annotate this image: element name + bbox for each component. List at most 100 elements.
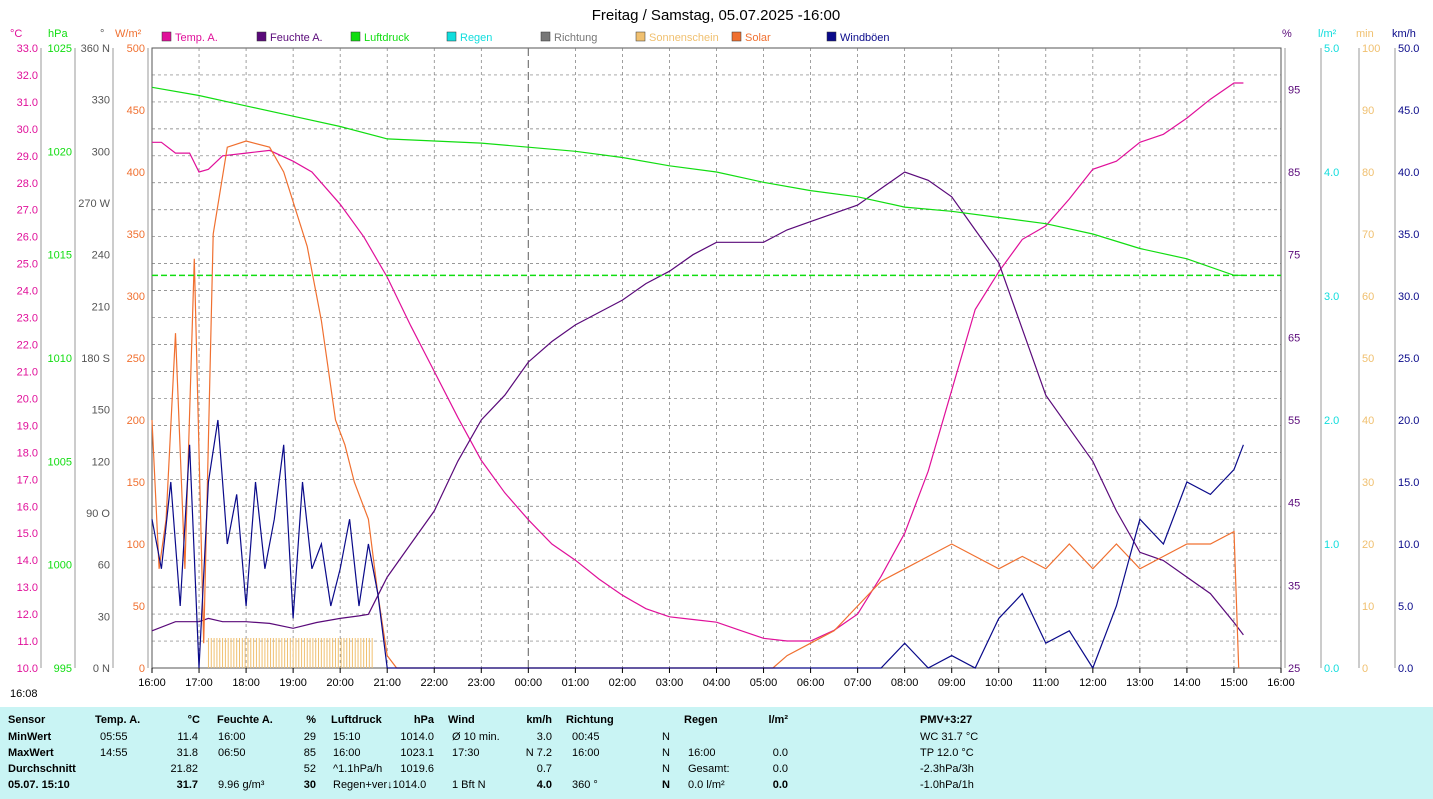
x-tick-label: 18:00 [232, 677, 260, 689]
humidity-tick-label: 75 [1288, 250, 1300, 262]
legend-label: Richtung [554, 32, 597, 44]
series-layer [151, 82, 1281, 670]
wind-tick-label: 30.0 [1398, 291, 1419, 303]
humidity-tick-label: 55 [1288, 415, 1300, 427]
x-tick-label: 07:00 [844, 677, 872, 689]
humidity-line [151, 171, 1244, 636]
wind-value: N 7.2 [525, 747, 552, 759]
wind-tick-label: 50.0 [1398, 43, 1419, 55]
solar-tick-label: 250 [127, 353, 145, 365]
x-tick-label: 08:00 [891, 677, 919, 689]
sunshine-tick-label: 10 [1362, 601, 1374, 613]
solar-tick-label: 300 [127, 291, 145, 303]
solar-tick-label: 50 [133, 601, 145, 613]
temp-tick-label: 30.0 [17, 124, 38, 136]
legend-swatch [350, 31, 361, 42]
temp-tick-label: 14.0 [17, 555, 38, 567]
temp-value: 21.82 [170, 763, 198, 775]
temp-tick-label: 10.0 [17, 663, 38, 675]
x-tick-label: 22:00 [420, 677, 448, 689]
humidity-tick-label: 25 [1288, 663, 1300, 675]
table-header: km/h [526, 714, 552, 726]
temp-tick-label: 17.0 [17, 474, 38, 486]
pressure-tick-label: 1015 [48, 250, 72, 262]
temp-tick-label: 33.0 [17, 43, 38, 55]
x-tick-label: 10:00 [985, 677, 1013, 689]
extra-line: TP 12.0 °C [920, 747, 974, 759]
x-tick-label: 17:00 [185, 677, 213, 689]
rain-tick-label: 5.0 [1324, 43, 1339, 55]
temp-tick-label: 28.0 [17, 178, 38, 190]
temp-tick-label: 29.0 [17, 151, 38, 163]
weather-chart: Freitag / Samstag, 05.07.2025 -16:00 Tem… [10, 7, 1419, 700]
table-header: Richtung [566, 714, 614, 726]
temp-line [152, 82, 1244, 642]
pressure-unit-label: hPa [48, 28, 68, 40]
pressure-tick-label: 995 [54, 663, 72, 675]
legend-label: Luftdruck [364, 32, 410, 44]
direction-tick-label: 150 [92, 405, 110, 417]
legend-swatch [635, 31, 646, 42]
temp-time: 14:55 [100, 747, 128, 759]
rain-tick-label: 2.0 [1324, 415, 1339, 427]
temp-tick-label: 11.0 [17, 636, 38, 648]
temp-value: 31.7 [176, 779, 198, 791]
x-tick-label: 11:00 [1032, 677, 1059, 689]
x-tick-label: 12:00 [1079, 677, 1107, 689]
legend: Temp. A. Feuchte A. Luftdruck Regen Richtung… [161, 31, 890, 44]
table-header: Wind [448, 714, 475, 726]
x-tick-label: 00:00 [515, 677, 543, 689]
table-header: % [306, 714, 316, 726]
direction-tick-label: 120 [92, 456, 110, 468]
temp-tick-label: 27.0 [17, 205, 38, 217]
direction-tick-label: 210 [92, 301, 110, 313]
humidity-time: 06:50 [218, 747, 246, 759]
x-tick-label: 19:00 [279, 677, 307, 689]
sunshine-tick-label: 30 [1362, 477, 1374, 489]
pmv-title: PMV+3:27 [920, 714, 973, 726]
sunshine-tick-label: 20 [1362, 539, 1374, 551]
legend-swatch [256, 31, 267, 42]
rain-value: 0.0 [772, 779, 788, 791]
axis-unit-labels: °C hPa ° W/m²% l/m² min km/h [10, 28, 1416, 40]
humidity-tick-label: 65 [1288, 332, 1300, 344]
sunshine-tick-label: 80 [1362, 167, 1374, 179]
wind-tick-label: 5.0 [1398, 601, 1413, 613]
temp-tick-label: 23.0 [17, 313, 38, 325]
pressure-tick-label: 1020 [48, 146, 72, 158]
solar-tick-label: 150 [127, 477, 145, 489]
sunshine-tick-label: 90 [1362, 105, 1374, 117]
solar-tick-label: 0 [139, 663, 145, 675]
direction-tick-label: 90 O [86, 508, 110, 520]
table-header: Luftdruck [331, 714, 382, 726]
direction-tick-label: 360 N [81, 43, 110, 55]
humidity-value: 30 [303, 779, 316, 791]
temp-time: 05:55 [100, 731, 128, 743]
x-tick-label: 06:00 [797, 677, 825, 689]
wind-tick-label: 20.0 [1398, 415, 1419, 427]
wind-tick-label: 40.0 [1398, 167, 1419, 179]
direction-tick-label: 300 [92, 146, 110, 158]
direction-tick-label: 180 S [81, 353, 110, 365]
humidity-tick-label: 95 [1288, 84, 1300, 96]
wind-label: 1 Bft N [452, 779, 486, 791]
sunshine-tick-label: 0 [1362, 663, 1368, 675]
direction-time: 360 ° [572, 779, 598, 791]
wind-tick-label: 15.0 [1398, 477, 1419, 489]
extra-line: WC 31.7 °C [920, 731, 979, 743]
x-tick-label: 05:00 [750, 677, 778, 689]
table-header: °C [187, 714, 200, 726]
direction-tick-label: 240 [92, 250, 110, 262]
wind-value: 3.0 [536, 731, 552, 743]
temp-tick-label: 32.0 [17, 70, 38, 82]
pressure-time: 15:10 [333, 731, 361, 743]
x-axis-ticks: 16:00 17:00 18:00 19:00 20:00 21:00 22:00 23:00… [138, 668, 1295, 689]
humidity-tick-label: 35 [1288, 580, 1300, 592]
direction-time: 16:00 [572, 747, 600, 759]
table-header: Feuchte A. [217, 714, 273, 726]
rain-unit-label: l/m² [1318, 28, 1337, 40]
wind-value: 4.0 [536, 779, 552, 791]
wind-label: Ø 10 min. [452, 731, 500, 743]
legend-label: Temp. A. [175, 32, 218, 44]
temp-tick-label: 24.0 [17, 286, 38, 298]
